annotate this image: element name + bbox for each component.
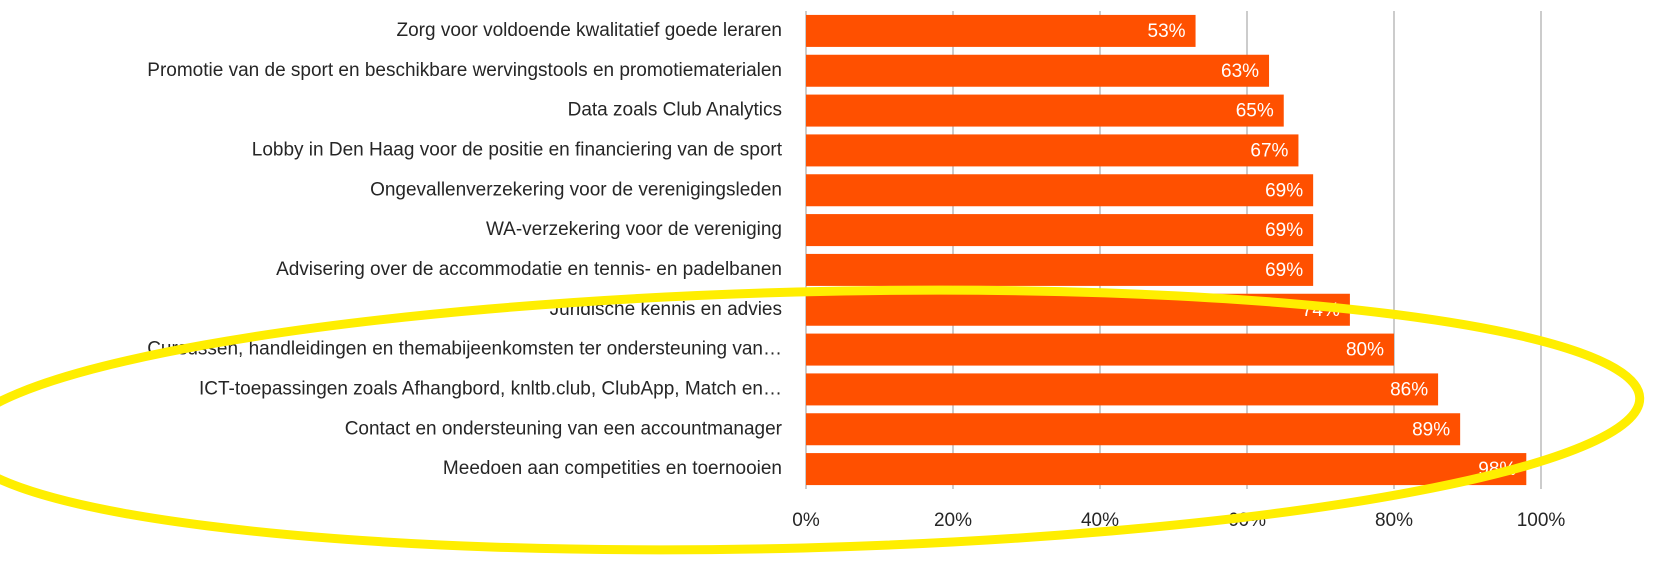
bar — [806, 373, 1439, 406]
bar — [806, 453, 1527, 486]
y-tick-label: Cursussen, handleidingen en themabijeenk… — [147, 339, 782, 360]
y-tick-label: Lobby in Den Haag voor de positie en fin… — [252, 139, 783, 160]
y-tick-label: ICT-toepassingen zoals Afhangbord, knltb… — [199, 378, 782, 399]
value-label: 86% — [1390, 379, 1428, 400]
x-tick-label: 0% — [792, 510, 820, 531]
bar — [806, 413, 1461, 446]
x-tick-label: 20% — [934, 510, 972, 531]
y-tick-label: Meedoen aan competities en toernooien — [443, 458, 782, 479]
value-label: 53% — [1148, 21, 1186, 42]
value-label: 69% — [1265, 260, 1303, 281]
y-tick-label: Promotie van de sport en beschikbare wer… — [147, 60, 782, 81]
y-tick-label: Advisering over de accommodatie en tenni… — [276, 259, 782, 280]
value-label: 65% — [1236, 101, 1274, 122]
y-tick-label: Contact en ondersteuning van een account… — [345, 418, 783, 439]
x-tick-label: 80% — [1375, 510, 1413, 531]
value-label: 80% — [1346, 340, 1384, 361]
bar — [806, 253, 1314, 286]
bar — [806, 174, 1314, 207]
value-label: 69% — [1265, 180, 1303, 201]
bar — [806, 214, 1314, 247]
y-tick-label: WA-verzekering voor de vereniging — [486, 219, 782, 240]
value-label: 89% — [1412, 419, 1450, 440]
y-tick-label: Zorg voor voldoende kwalitatief goede le… — [396, 20, 782, 41]
y-tick-label: Ongevallenverzekering voor de vereniging… — [370, 179, 782, 200]
x-tick-label: 40% — [1081, 510, 1119, 531]
x-tick-label: 100% — [1517, 510, 1566, 531]
bar — [806, 333, 1394, 366]
value-label: 69% — [1265, 220, 1303, 241]
bar — [806, 94, 1284, 127]
bar — [806, 54, 1270, 87]
bar — [806, 134, 1299, 167]
y-tick-label: Data zoals Club Analytics — [568, 100, 782, 121]
value-label: 63% — [1221, 61, 1259, 82]
bar — [806, 14, 1196, 47]
value-label: 67% — [1250, 140, 1288, 161]
highlight-ellipse — [0, 285, 1645, 555]
